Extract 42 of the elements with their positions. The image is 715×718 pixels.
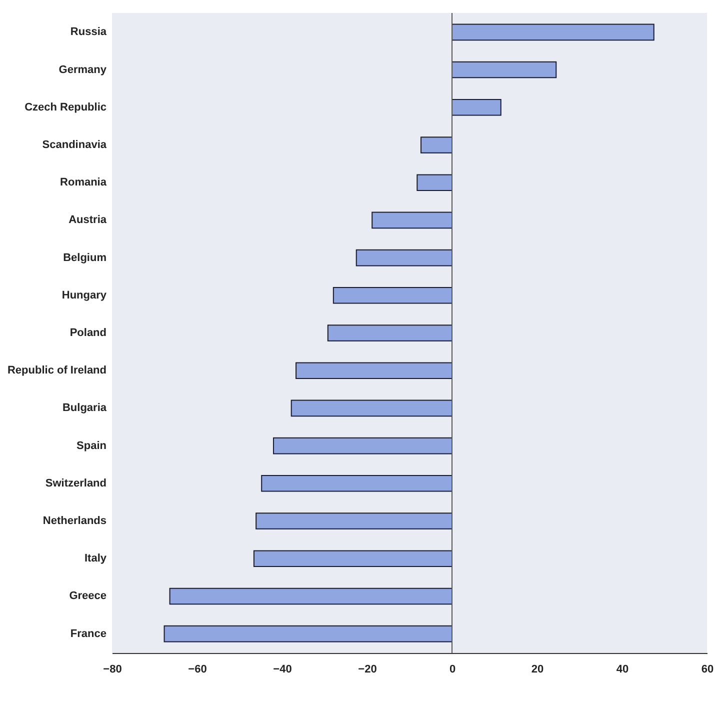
y-tick-label: Bulgaria	[62, 402, 108, 414]
bar	[253, 550, 452, 568]
bar	[420, 136, 452, 154]
y-tick-label: Czech Republic	[24, 101, 106, 114]
bar	[332, 287, 452, 304]
bar	[452, 98, 502, 116]
x-tick-label: 60	[701, 664, 714, 676]
x-tick-label: 20	[531, 664, 544, 676]
x-tick-label: −60	[188, 664, 207, 676]
y-tick-label: Spain	[76, 440, 107, 452]
y-tick-label: Greece	[69, 590, 106, 602]
bar	[452, 61, 557, 78]
y-tick-label: Poland	[70, 327, 106, 339]
x-tick-label: 40	[616, 664, 629, 676]
bar	[169, 588, 452, 605]
bar	[164, 625, 452, 642]
bar	[452, 24, 654, 41]
bar	[273, 437, 452, 454]
bar	[256, 512, 452, 530]
y-tick-label: Romania	[60, 176, 108, 189]
y-tick-label: Germany	[58, 64, 108, 76]
y-tick-label: Scandinavia	[42, 138, 108, 151]
bar	[416, 174, 452, 191]
y-tick-label: Hungary	[62, 289, 108, 302]
y-tick-label: France	[70, 628, 106, 640]
y-tick-label: Russia	[70, 26, 108, 38]
y-tick-label: Belgium	[63, 252, 107, 264]
x-tick-label: −40	[273, 664, 292, 676]
y-tick-label: Switzerland	[45, 477, 106, 490]
bar	[372, 212, 452, 229]
bar	[356, 249, 452, 266]
x-tick-label: 0	[449, 664, 456, 676]
y-tick-label: Italy	[84, 552, 108, 565]
y-tick-label: Austria	[68, 214, 108, 226]
y-tick-label: Republic of Ireland	[7, 364, 106, 377]
bar	[261, 475, 452, 492]
x-tick-label: −80	[103, 664, 122, 676]
bar	[296, 362, 452, 379]
x-tick-label: −20	[358, 664, 377, 676]
bar	[327, 324, 452, 342]
bar	[290, 400, 452, 417]
y-tick-label: Netherlands	[42, 515, 106, 528]
